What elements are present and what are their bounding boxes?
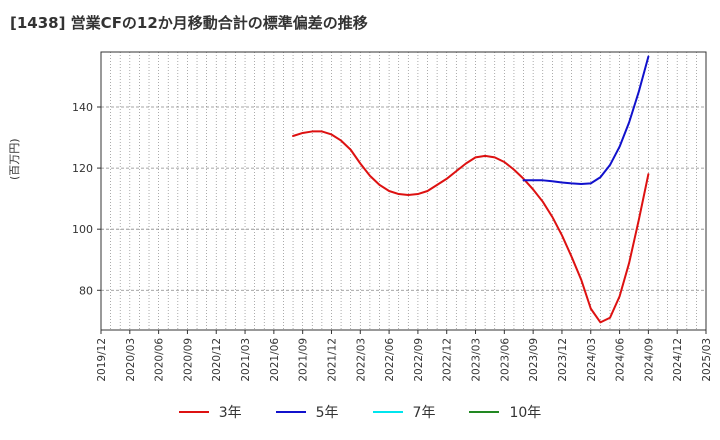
x-tick-label: 2023/03 xyxy=(471,338,483,382)
x-tick-label: 2024/03 xyxy=(586,338,598,382)
x-tick-label: 2022/06 xyxy=(384,338,396,382)
series-line-0 xyxy=(292,130,650,324)
legend-label-7y: 7年 xyxy=(412,405,436,421)
series-line-1 xyxy=(522,55,650,185)
x-tick-label: 2024/09 xyxy=(643,338,655,382)
legend-swatch-7y xyxy=(372,411,403,413)
x-tick-label: 2021/12 xyxy=(326,338,338,382)
x-tick-label: 2022/03 xyxy=(355,338,367,382)
x-tick-label: 2025/03 xyxy=(701,338,713,382)
x-tick-label: 2023/06 xyxy=(499,338,511,382)
x-tick-label: 2019/12 xyxy=(96,338,108,382)
x-tick-label: 2022/12 xyxy=(442,338,454,382)
x-tick-label: 2020/03 xyxy=(125,338,137,382)
legend-item-10y: 10年 xyxy=(469,402,541,422)
x-tick-label: 2022/09 xyxy=(413,338,425,382)
x-tick-label: 2021/09 xyxy=(298,338,310,382)
x-tick-label: 2020/09 xyxy=(182,338,194,382)
y-tick-label: 140 xyxy=(72,101,93,114)
legend: 3年 5年 7年 10年 xyxy=(0,402,720,422)
legend-item-5y: 5年 xyxy=(275,402,339,422)
legend-label-5y: 5年 xyxy=(315,405,339,421)
legend-swatch-10y xyxy=(469,411,500,413)
x-tick-label: 2024/06 xyxy=(615,338,627,382)
y-tick-label: 100 xyxy=(72,223,93,236)
x-tick-label: 2020/12 xyxy=(211,338,223,382)
plot-frame xyxy=(100,51,707,331)
y-tick-label: 120 xyxy=(72,162,93,175)
x-tick-label: 2020/06 xyxy=(154,338,166,382)
chart-title: [1438] 営業CFの12か月移動合計の標準偏差の推移 xyxy=(10,14,368,32)
x-tick-label: 2021/03 xyxy=(240,338,252,382)
legend-item-7y: 7年 xyxy=(372,402,436,422)
x-tick-label: 2024/12 xyxy=(672,338,684,382)
legend-label-10y: 10年 xyxy=(509,405,542,421)
x-tick-label: 2023/12 xyxy=(557,338,569,382)
legend-label-3y: 3年 xyxy=(218,405,242,421)
legend-swatch-3y xyxy=(178,411,209,413)
y-tick-label: 80 xyxy=(79,284,93,297)
legend-swatch-5y xyxy=(275,411,306,413)
x-tick-label: 2023/09 xyxy=(528,338,540,382)
x-tick-label: 2021/06 xyxy=(269,338,281,382)
legend-item-3y: 3年 xyxy=(178,402,242,422)
